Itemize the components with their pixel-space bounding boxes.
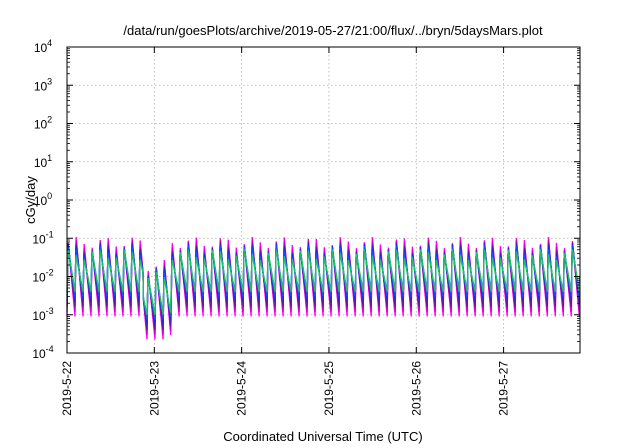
axes: 10-4 10-3 10-2 10-1 100 101 102 103 104 2019-5-22… (32, 38, 581, 416)
y-tick-label: 100 (34, 191, 52, 208)
chart-title: /data/run/goesPlots/archive/2019-05-27/2… (123, 23, 543, 38)
series-line (66, 249, 581, 315)
y-tick-label: 101 (34, 153, 52, 170)
plot-frame (66, 46, 581, 354)
data-series (66, 237, 581, 340)
x-tick-label: 2019-5-22 (60, 361, 74, 416)
y-tick-label: 10-2 (32, 268, 53, 285)
y-tick-label: 102 (34, 115, 52, 132)
y-tick-label: 10-4 (32, 344, 53, 361)
y-tick-label: 10-1 (32, 229, 53, 246)
x-axis-label: Coordinated Universal Time (UTC) (223, 429, 422, 444)
y-axis-label: cGy/day (23, 176, 38, 224)
x-tick-label: 2019-5-27 (497, 361, 511, 416)
x-tick-label: 2019-5-26 (409, 361, 423, 416)
x-tick-label: 2019-5-24 (235, 361, 249, 416)
x-tick-label: 2019-5-25 (322, 361, 336, 416)
y-tick-label: 103 (34, 76, 52, 93)
y-tick-label: 10-3 (32, 306, 53, 323)
x-tick-label: 2019-5-23 (147, 361, 161, 416)
y-tick-label: 104 (34, 38, 52, 55)
